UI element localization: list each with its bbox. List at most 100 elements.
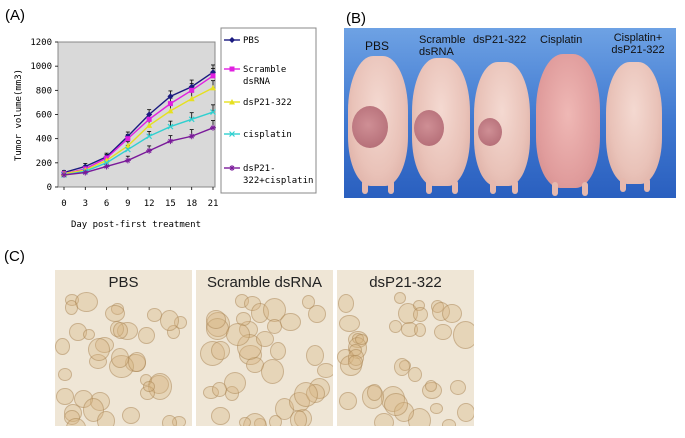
tumor-scramble	[414, 110, 444, 146]
y-tick-label: 1000	[30, 62, 52, 72]
mice-photo: PBS Scramble dsRNA dsP21-322 Cisplatin C…	[344, 28, 676, 198]
stained-cell	[55, 338, 70, 356]
stained-cell	[111, 348, 129, 369]
stained-cell	[442, 419, 456, 426]
stained-cell	[256, 331, 274, 347]
data-point	[167, 107, 174, 114]
stained-cell	[339, 315, 360, 333]
leg	[620, 178, 626, 192]
data-point	[146, 122, 153, 128]
legend-label: dsP21-	[243, 164, 276, 174]
x-tick-label: 6	[104, 199, 109, 209]
data-point	[124, 146, 131, 153]
data-point	[82, 169, 89, 176]
legend-label: dsRNA	[243, 77, 271, 87]
stained-cell	[261, 359, 284, 385]
series-line-3	[63, 111, 214, 176]
leg	[512, 180, 518, 194]
data-point	[124, 142, 131, 149]
legend-label: PBS	[243, 36, 259, 46]
stained-cell	[58, 368, 72, 382]
stained-cell	[317, 363, 333, 379]
stained-cell	[211, 407, 230, 426]
stained-cell	[434, 324, 452, 341]
data-point	[188, 95, 195, 102]
stained-cell	[206, 310, 226, 330]
micrograph-dsp21: dsP21-322	[337, 270, 474, 426]
stained-cell	[75, 292, 98, 312]
data-point	[146, 116, 152, 122]
stained-cell	[339, 392, 357, 411]
y-axis-label: Tumor volume(mm3)	[14, 69, 24, 161]
data-point	[146, 147, 153, 154]
y-tick-label: 800	[36, 86, 52, 96]
micrograph-pbs: PBS	[55, 270, 192, 426]
stained-cell	[239, 417, 251, 426]
legend-marker	[229, 99, 235, 105]
mouse-cisplatin	[536, 54, 600, 188]
photo-label-pbs: PBS	[365, 39, 390, 53]
data-point	[188, 116, 195, 123]
data-point	[146, 133, 153, 140]
x-tick-label: 0	[61, 199, 66, 209]
stained-cell	[442, 304, 462, 324]
panel-label-c: (C)	[4, 248, 25, 265]
stained-cell	[267, 319, 282, 335]
stained-cell	[56, 388, 74, 406]
stained-cell	[88, 338, 110, 362]
stained-cell	[162, 415, 177, 426]
stained-cell	[128, 352, 146, 373]
legend-marker	[229, 165, 235, 171]
stained-cell	[367, 384, 382, 402]
y-tick-label: 0	[47, 183, 52, 193]
stained-cell	[66, 418, 86, 426]
data-point	[167, 93, 174, 100]
stained-cell	[302, 295, 315, 309]
x-tick-label: 21	[208, 199, 219, 209]
tumor-pbs	[352, 106, 388, 148]
data-point	[167, 123, 174, 130]
y-tick-label: 600	[36, 111, 52, 121]
data-point	[124, 157, 131, 164]
leg	[490, 180, 496, 194]
stained-cell	[138, 327, 155, 345]
legend-label: dsP21-322	[243, 98, 292, 108]
stained-cell	[394, 358, 410, 376]
leg	[388, 180, 394, 194]
stained-cell	[122, 407, 140, 425]
stained-cell	[384, 393, 408, 417]
leg	[552, 182, 558, 196]
stained-cell	[338, 294, 354, 313]
axes: 0 200 400 600 800 1000 1200 0 3 6 9 12 15 18 21	[30, 38, 218, 209]
legend: PBS Scramble dsRNA dsP21-322 cisplatin dsP21-…	[224, 36, 313, 186]
data-point	[61, 171, 67, 178]
series-line-4	[63, 127, 214, 176]
series-line-2	[63, 87, 214, 175]
y-tick-label: 400	[36, 135, 52, 145]
x-tick-label: 15	[165, 199, 176, 209]
stained-cell	[430, 403, 443, 414]
tumor-volume-chart: 0 200 400 600 800 1000 1200 0 3 6 9 12 15 18 21 Tumor …	[14, 27, 317, 230]
micrograph-label-scramble: Scramble dsRNA	[206, 274, 323, 291]
stained-cell	[306, 345, 324, 366]
data-point	[210, 124, 216, 131]
y-tick-label: 200	[36, 159, 52, 169]
data-point	[189, 87, 195, 93]
stained-cell	[290, 410, 307, 426]
stained-cell	[425, 380, 437, 393]
stained-cell	[160, 310, 179, 332]
stained-cell	[355, 334, 368, 346]
stained-cell	[224, 372, 246, 394]
x-tick-label: 12	[144, 199, 155, 209]
leg	[362, 180, 368, 194]
stained-cell	[308, 305, 326, 324]
legend-label: Scramble	[243, 65, 286, 75]
stained-cell	[389, 320, 402, 333]
mouse-combo	[606, 62, 662, 184]
micrograph-scramble: Scramble dsRNA	[196, 270, 333, 426]
stained-cell	[65, 300, 78, 315]
stained-cell	[226, 323, 250, 346]
legend-marker	[229, 66, 235, 72]
x-axis-label: Day post-first treatment	[71, 220, 201, 230]
stained-cell	[83, 329, 95, 341]
